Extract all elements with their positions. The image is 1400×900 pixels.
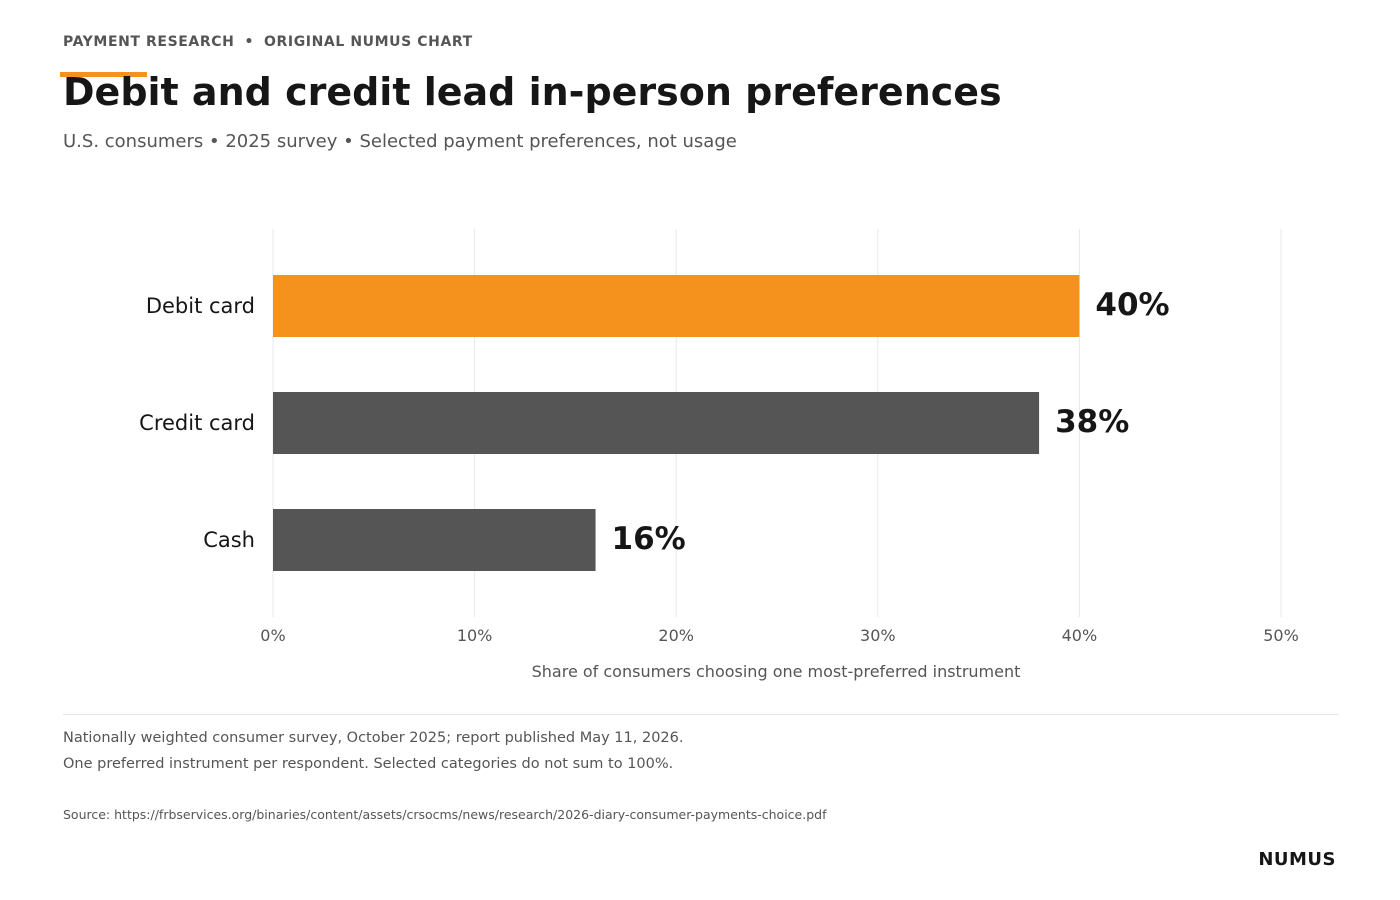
category-label: Cash bbox=[203, 528, 255, 552]
bars bbox=[273, 275, 1080, 571]
bar-debit-card bbox=[273, 275, 1080, 337]
value-label: 16% bbox=[612, 521, 686, 557]
category-label: Credit card bbox=[139, 411, 255, 435]
kicker-chart-type: ORIGINAL NUMUS CHART bbox=[264, 34, 473, 50]
accent-line bbox=[60, 72, 147, 77]
footnote-caveat: One preferred instrument per respondent.… bbox=[63, 756, 674, 772]
labels: 0% 10% 20% 30% 40% 50% Debit card 40% Credit car… bbox=[139, 287, 1299, 645]
x-tick-label: 30% bbox=[860, 626, 896, 645]
x-tick-label: 20% bbox=[658, 626, 694, 645]
source-citation: Source: https://frbservices.org/binaries… bbox=[63, 807, 827, 822]
kicker-separator: • bbox=[244, 34, 255, 50]
footer-divider bbox=[63, 714, 1338, 715]
chart-subtitle: U.S. consumers • 2025 survey • Selected … bbox=[63, 131, 737, 152]
category-label: Debit card bbox=[146, 294, 255, 318]
x-tick-label: 40% bbox=[1062, 626, 1098, 645]
bar-chart: 0% 10% 20% 30% 40% 50% Debit card 40% Credit car… bbox=[139, 229, 1299, 681]
kicker-section: PAYMENT RESEARCH bbox=[63, 34, 235, 50]
x-tick-label: 50% bbox=[1263, 626, 1299, 645]
bar-cash bbox=[273, 509, 596, 571]
x-tick-label: 10% bbox=[457, 626, 493, 645]
x-axis-title: Share of consumers choosing one most-pre… bbox=[532, 662, 1021, 681]
x-tick-label: 0% bbox=[260, 626, 285, 645]
chart-title: Debit and credit lead in-person preferen… bbox=[63, 70, 1002, 114]
brand-logo: NUMUS bbox=[1258, 849, 1336, 870]
kicker: PAYMENT RESEARCH • ORIGINAL NUMUS CHART bbox=[63, 34, 473, 50]
value-label: 38% bbox=[1055, 404, 1129, 440]
value-label: 40% bbox=[1095, 287, 1169, 323]
bar-credit-card bbox=[273, 392, 1040, 454]
footnote-methodology: Nationally weighted consumer survey, Oct… bbox=[63, 730, 684, 746]
